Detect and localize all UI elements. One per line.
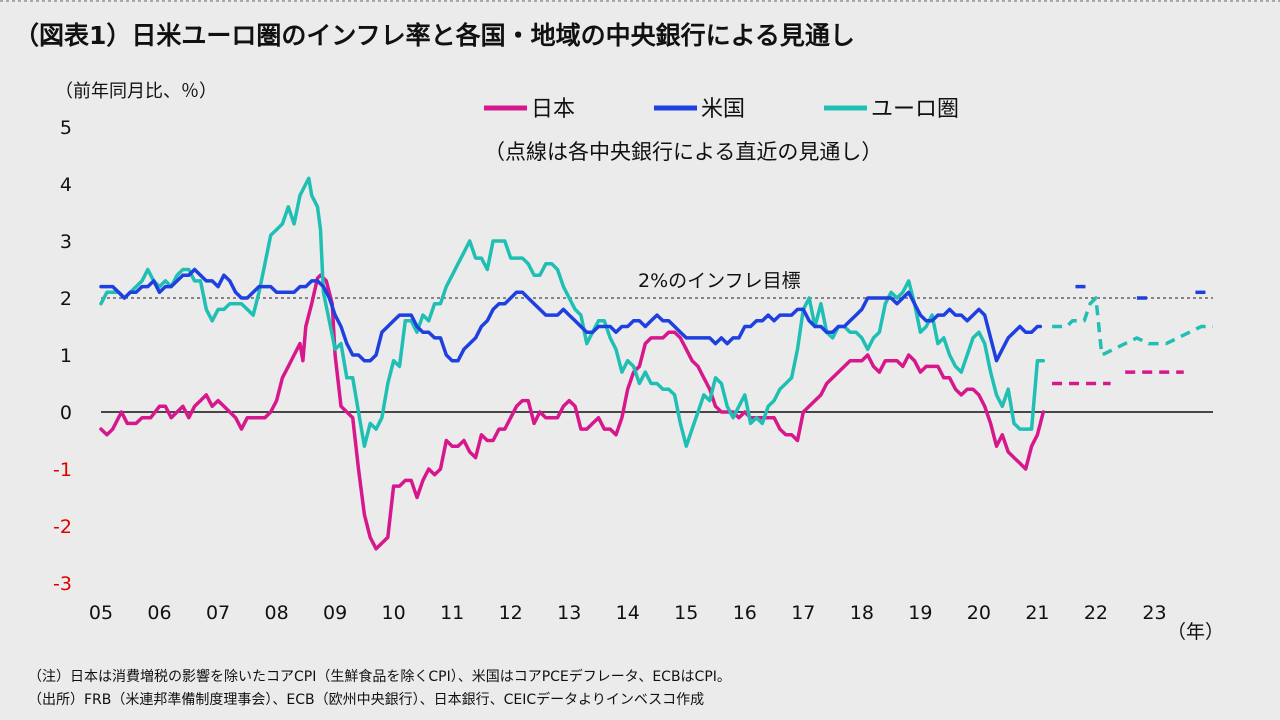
x-tick-label: 17 — [791, 602, 815, 624]
series-euro — [99, 176, 1213, 448]
forecast-line-euro — [1052, 296, 1213, 357]
x-tick-label: 05 — [89, 602, 113, 624]
x-tick-label: 06 — [147, 602, 171, 624]
series-line-us — [99, 267, 1043, 363]
legend: 日本 米国 ユーロ圏 — [484, 97, 959, 122]
x-tick-label: 10 — [382, 602, 406, 624]
y-tick-label: 0 — [60, 402, 72, 424]
x-tick-label: 07 — [206, 602, 230, 624]
x-tick-label: 08 — [264, 602, 288, 624]
series-japan — [99, 273, 1184, 551]
y-axis-ticks: 5 4 3 2 1 0 -1 -2 -3 — [53, 117, 72, 595]
y-tick-label: 5 — [60, 117, 72, 139]
inflation-target-label: 2%のインフレ目標 — [638, 270, 801, 292]
footnote-note: （注）日本は消費増税の影響を除いたコアCPI（生鮮食品を除くCPI）、米国はコア… — [28, 668, 731, 685]
x-axis-ticks: 05 06 07 08 09 10 11 12 13 14 15 16 17 18 19 20 21 22 23 — [89, 602, 1167, 624]
x-tick-label: 09 — [323, 602, 347, 624]
x-tick-label: 20 — [967, 602, 991, 624]
y-tick-label: 3 — [60, 231, 72, 253]
x-tick-label: 21 — [1025, 602, 1049, 624]
series-layer — [99, 176, 1213, 551]
x-tick-label: 14 — [616, 602, 640, 624]
y-tick-label: -2 — [53, 516, 72, 538]
y-tick-label: 4 — [60, 174, 72, 196]
y-tick-label: -1 — [53, 459, 72, 481]
x-tick-label: 18 — [850, 602, 874, 624]
x-tick-label: 11 — [440, 602, 464, 624]
series-line-euro — [99, 176, 1046, 448]
x-tick-label: 19 — [908, 602, 932, 624]
x-tick-label: 23 — [1142, 602, 1166, 624]
y-tick-label: 1 — [60, 345, 72, 367]
x-unit-label: （年） — [1167, 621, 1224, 643]
x-tick-label: 12 — [499, 602, 523, 624]
x-tick-label: 13 — [557, 602, 581, 624]
legend-label-japan: 日本 — [531, 97, 575, 122]
forecast-note: （点線は各中央銀行による直近の見通し） — [484, 140, 882, 164]
chart-title: （図表1）日米ユーロ圏のインフレ率と各国・地域の中央銀行による見通し — [14, 21, 855, 50]
y-unit-label: （前年同月比、％） — [55, 81, 217, 102]
legend-label-euro: ユーロ圏 — [871, 97, 959, 122]
legend-label-us: 米国 — [701, 97, 745, 122]
x-tick-label: 15 — [674, 602, 698, 624]
series-us — [99, 267, 1211, 363]
x-tick-label: 22 — [1084, 602, 1108, 624]
y-tick-label: 2 — [60, 288, 72, 310]
y-tick-label: -3 — [53, 573, 72, 595]
footnote-source: （出所）FRB（米連邦準備制度理事会）、ECB（欧州中央銀行）、日本銀行、CEI… — [28, 691, 704, 708]
series-line-japan — [99, 273, 1046, 551]
x-tick-label: 16 — [733, 602, 757, 624]
